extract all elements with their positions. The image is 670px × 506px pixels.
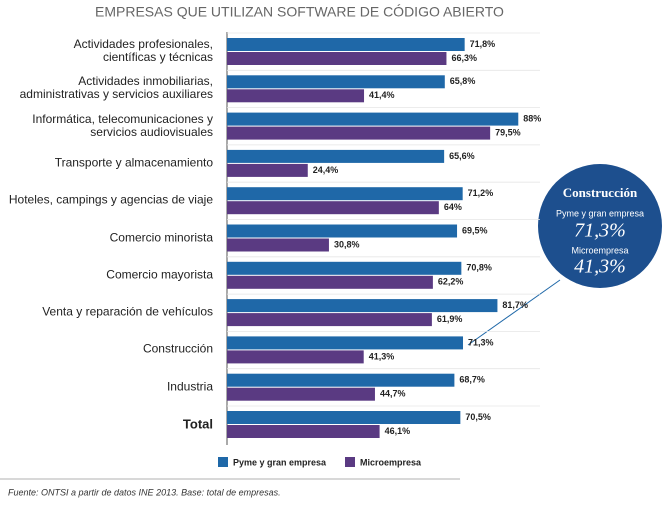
callout-title: Construcción xyxy=(563,185,638,200)
bar xyxy=(227,350,364,364)
bar xyxy=(227,411,461,424)
bar xyxy=(227,89,365,103)
value-label: 62,2% xyxy=(438,277,464,287)
value-label: 44,7% xyxy=(380,389,406,399)
value-label: 68,7% xyxy=(459,375,485,385)
callout-label: Pyme y gran empresa xyxy=(556,208,644,218)
value-label: 88% xyxy=(523,113,541,123)
value-label: 79,5% xyxy=(495,127,521,137)
legend-swatch xyxy=(345,457,355,467)
category-label: Hoteles, campings y agencias de viaje xyxy=(8,192,213,207)
bar xyxy=(227,163,308,177)
category-label: Construcción xyxy=(142,341,213,356)
bar xyxy=(227,299,498,313)
value-label: 64% xyxy=(444,202,462,212)
bar xyxy=(227,336,464,350)
category-label: Actividades inmobiliarias, administrativ… xyxy=(19,74,213,102)
bar xyxy=(227,425,380,438)
value-label: 70,5% xyxy=(465,412,491,422)
bar xyxy=(227,112,519,126)
bar xyxy=(227,201,439,215)
value-label: 66,3% xyxy=(451,53,477,63)
callout-connector xyxy=(467,279,561,346)
source-note: Fuente: ONTSI a partir de datos INE 2013… xyxy=(8,487,281,497)
category-label: Venta y reparación de vehículos xyxy=(42,304,213,319)
category-label: Industria xyxy=(166,379,213,394)
value-label: 65,6% xyxy=(449,151,475,161)
legend-label: Pyme y gran empresa xyxy=(233,457,327,467)
legend-swatch xyxy=(218,457,228,467)
category-label: Comercio mayorista xyxy=(106,267,213,282)
bar xyxy=(227,187,463,201)
value-label: 24,4% xyxy=(313,165,339,175)
value-label: 70,8% xyxy=(466,263,492,273)
value-label: 71,8% xyxy=(470,39,496,49)
callout-circle xyxy=(538,164,662,288)
value-label: 41,3% xyxy=(369,351,395,361)
bar xyxy=(227,275,433,289)
callout-label: Microempresa xyxy=(571,245,628,255)
value-label: 69,5% xyxy=(462,225,488,235)
callout-value: 41,3% xyxy=(574,256,626,278)
category-label: Actividades profesionales, científicas y… xyxy=(73,37,213,64)
bar xyxy=(227,261,462,275)
chart-title: EMPRESAS QUE UTILIZAN SOFTWARE DE CÓDIGO… xyxy=(95,4,504,20)
bar xyxy=(227,149,445,163)
value-label: 61,9% xyxy=(437,314,463,324)
value-label: 71,3% xyxy=(468,337,494,347)
callout-value: 71,3% xyxy=(574,220,626,242)
bar xyxy=(227,387,375,401)
bar xyxy=(227,75,445,89)
value-label: 71,2% xyxy=(468,188,494,198)
bar xyxy=(227,38,465,51)
bar xyxy=(227,224,458,238)
value-label: 41,4% xyxy=(369,90,395,100)
bar xyxy=(227,126,491,140)
value-label: 81,7% xyxy=(502,300,528,310)
bar xyxy=(227,313,432,327)
value-label: 46,1% xyxy=(385,426,411,436)
value-label: 65,8% xyxy=(450,76,476,86)
category-label: Transporte y almacenamiento xyxy=(54,155,213,170)
bar xyxy=(227,238,329,252)
value-label: 30,8% xyxy=(334,239,360,249)
bar xyxy=(227,373,455,387)
category-label: Informática, telecomunicaciones y servic… xyxy=(32,111,213,139)
legend-label: Microempresa xyxy=(360,457,422,467)
category-label: Comercio minorista xyxy=(109,230,213,244)
category-label: Total xyxy=(182,416,213,432)
bar xyxy=(227,52,447,65)
